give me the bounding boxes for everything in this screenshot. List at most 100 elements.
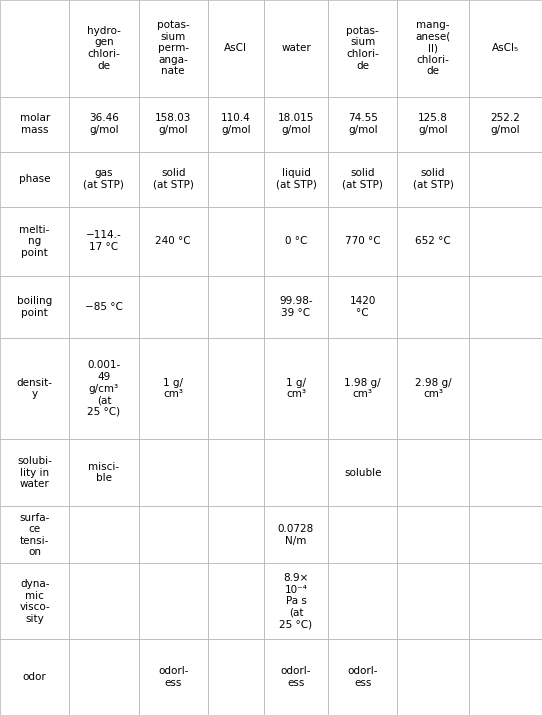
Bar (328, 338, 397, 439)
Text: AsCl: AsCl (224, 43, 247, 53)
Text: 99.98-
39 °C: 99.98- 39 °C (279, 297, 313, 318)
Bar (139, 0, 208, 97)
Bar (69, 152, 139, 207)
Bar (264, 97, 328, 152)
Text: dyna-
mic
visco-
sity: dyna- mic visco- sity (20, 579, 50, 623)
Bar (69, 506, 139, 563)
Text: 0 °C: 0 °C (285, 236, 307, 246)
Text: densit-
y: densit- y (17, 378, 53, 400)
Bar (264, 152, 328, 207)
Bar (139, 152, 208, 207)
Text: solubi-
lity in
water: solubi- lity in water (17, 456, 52, 489)
Bar (139, 563, 208, 639)
Text: 1 g/
cm³: 1 g/ cm³ (286, 378, 306, 400)
Bar (264, 563, 328, 639)
Bar (69, 207, 139, 276)
Bar (208, 207, 264, 276)
Text: 1 g/
cm³: 1 g/ cm³ (163, 378, 183, 400)
Bar (264, 439, 328, 506)
Bar (69, 97, 139, 152)
Bar (208, 506, 264, 563)
Text: 110.4
g/mol: 110.4 g/mol (221, 113, 251, 135)
Bar (397, 0, 469, 97)
Text: phase: phase (19, 174, 50, 184)
Bar (208, 563, 264, 639)
Text: 652 °C: 652 °C (415, 236, 451, 246)
Bar (469, 207, 542, 276)
Bar (208, 97, 264, 152)
Bar (139, 639, 208, 715)
Bar (139, 439, 208, 506)
Bar (328, 152, 397, 207)
Text: −114.-
17 °C: −114.- 17 °C (86, 230, 122, 252)
Bar (208, 439, 264, 506)
Bar (264, 207, 328, 276)
Bar (328, 97, 397, 152)
Bar (328, 276, 397, 338)
Bar (69, 276, 139, 338)
Bar (264, 0, 328, 97)
Bar (139, 338, 208, 439)
Bar (139, 276, 208, 338)
Bar (0, 563, 69, 639)
Text: 8.9×
10⁻⁴
Pa s
(at
25 °C): 8.9× 10⁻⁴ Pa s (at 25 °C) (279, 573, 313, 630)
Text: 2.98 g/
cm³: 2.98 g/ cm³ (415, 378, 451, 400)
Text: molar
mass: molar mass (20, 113, 50, 135)
Bar (208, 338, 264, 439)
Text: misci-
ble: misci- ble (88, 462, 119, 483)
Text: 74.55
g/mol: 74.55 g/mol (348, 113, 378, 135)
Text: 240 °C: 240 °C (156, 236, 191, 246)
Bar (69, 439, 139, 506)
Bar (469, 639, 542, 715)
Bar (139, 506, 208, 563)
Bar (469, 276, 542, 338)
Text: gas
(at STP): gas (at STP) (83, 168, 124, 189)
Text: melti-
ng
point: melti- ng point (20, 225, 50, 258)
Bar (0, 0, 69, 97)
Bar (397, 152, 469, 207)
Bar (469, 439, 542, 506)
Text: 770 °C: 770 °C (345, 236, 380, 246)
Text: odor: odor (23, 672, 47, 682)
Bar (0, 338, 69, 439)
Bar (264, 506, 328, 563)
Text: −85 °C: −85 °C (85, 302, 123, 312)
Bar (469, 0, 542, 97)
Bar (0, 97, 69, 152)
Bar (264, 276, 328, 338)
Bar (328, 563, 397, 639)
Bar (69, 338, 139, 439)
Text: hydro-
gen
chlori-
de: hydro- gen chlori- de (87, 26, 121, 71)
Text: 252.2
g/mol: 252.2 g/mol (491, 113, 520, 135)
Bar (469, 97, 542, 152)
Bar (69, 639, 139, 715)
Bar (397, 207, 469, 276)
Bar (69, 563, 139, 639)
Bar (397, 276, 469, 338)
Bar (0, 506, 69, 563)
Text: potas-
sium
chlori-
de: potas- sium chlori- de (346, 26, 379, 71)
Bar (469, 563, 542, 639)
Text: 18.015
g/mol: 18.015 g/mol (278, 113, 314, 135)
Text: AsCl₅: AsCl₅ (492, 43, 519, 53)
Bar (139, 97, 208, 152)
Text: liquid
(at STP): liquid (at STP) (275, 168, 317, 189)
Text: potas-
sium
perm-
anga-
nate: potas- sium perm- anga- nate (157, 20, 190, 77)
Bar (469, 338, 542, 439)
Bar (397, 563, 469, 639)
Text: solid
(at STP): solid (at STP) (153, 168, 193, 189)
Bar (208, 0, 264, 97)
Bar (208, 152, 264, 207)
Bar (328, 506, 397, 563)
Bar (0, 439, 69, 506)
Bar (264, 338, 328, 439)
Text: odorl-
ess: odorl- ess (347, 666, 378, 688)
Bar (397, 97, 469, 152)
Text: solid
(at STP): solid (at STP) (412, 168, 454, 189)
Bar (139, 207, 208, 276)
Text: boiling
point: boiling point (17, 297, 52, 318)
Text: water: water (281, 43, 311, 53)
Bar (0, 639, 69, 715)
Bar (208, 276, 264, 338)
Bar (397, 639, 469, 715)
